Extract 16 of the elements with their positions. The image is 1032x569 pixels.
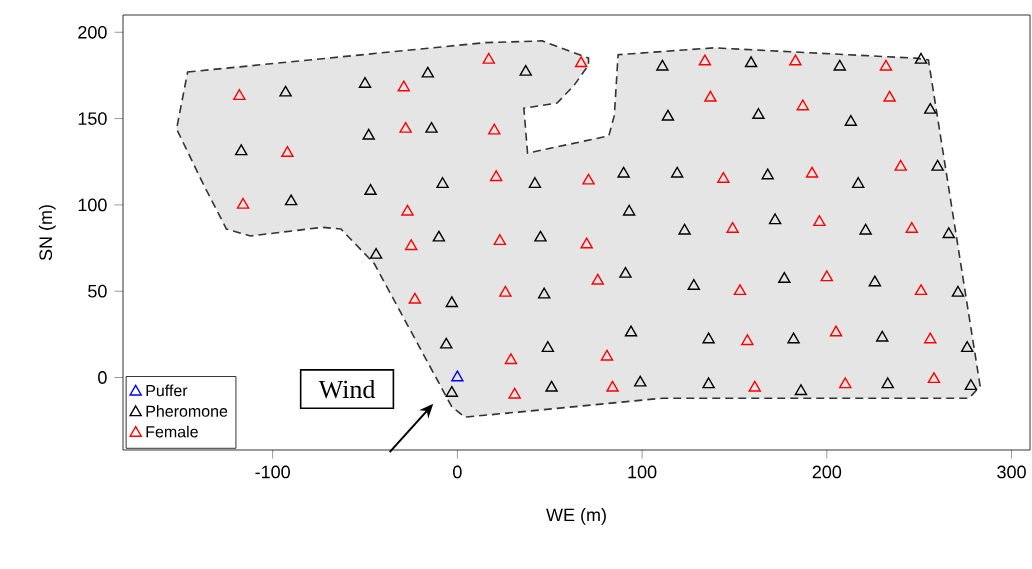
y-axis-title: SN (m) (38, 205, 56, 261)
x-axis-title: WE (m) (546, 508, 606, 525)
y-tick-label: 50 (88, 284, 107, 298)
x-tick-label: -100 (255, 465, 290, 479)
y-tick-label: 0 (98, 371, 107, 384)
y-tick-label: 100 (78, 198, 107, 212)
y-tick-label: 150 (78, 112, 107, 125)
legend-label: Pheromone (146, 405, 228, 417)
annotation: Wind (318, 379, 376, 399)
x-tick-label: 200 (812, 465, 842, 479)
x-tick-label: 300 (997, 465, 1026, 479)
x-tick-label: 0 (453, 465, 462, 479)
y-tick-label: 200 (78, 25, 107, 39)
legend-label: Puffer (146, 384, 188, 397)
legend-label: Female (146, 425, 198, 438)
x-tick-label: 100 (628, 465, 657, 479)
